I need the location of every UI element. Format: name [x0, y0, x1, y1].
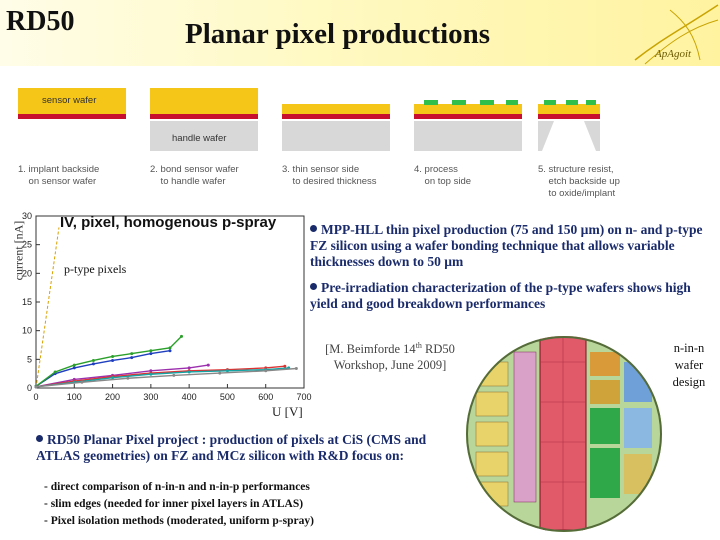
- corner-logo-text: ApAgoit: [655, 48, 692, 60]
- series-point: [149, 352, 153, 356]
- series-point: [34, 385, 38, 389]
- bullet-text: RD50 Planar Pixel project : production o…: [36, 432, 427, 463]
- y-tick-label: 30: [22, 211, 32, 221]
- y-tick-label: 5: [27, 354, 32, 364]
- rd50-logo: RD50: [6, 6, 75, 37]
- bullet-dot-icon: [310, 283, 317, 290]
- chart-annotation: p-type pixels: [64, 262, 127, 276]
- y-tick-label: 15: [22, 297, 32, 307]
- chart-x-axis-label: U [V]: [272, 404, 303, 419]
- series-point: [72, 363, 76, 367]
- x-tick-label: 700: [296, 392, 311, 402]
- series-point: [130, 356, 134, 360]
- series-point: [218, 371, 222, 375]
- step-1-caption: 1. implant backside on sensor wafer: [18, 164, 100, 187]
- series-line-2: [35, 364, 209, 388]
- series-point: [172, 373, 176, 377]
- sub-item-comparison: - direct comparison of n-in-n and n-in-p…: [44, 481, 310, 493]
- chart-plot-area: [35, 215, 305, 389]
- y-tick-label: 25: [22, 240, 32, 250]
- corner-logo-icon: [634, 4, 719, 65]
- step-4-diagram: [414, 100, 522, 151]
- sub-item-slim-edges: - slim edges (needed for inner pixel lay…: [44, 498, 304, 510]
- series-point: [187, 366, 191, 370]
- series-point: [283, 364, 287, 368]
- slide-title: Planar pixel productions: [185, 18, 491, 50]
- step-5-diagram: [538, 100, 600, 151]
- step-1-diagram: [18, 88, 126, 119]
- citation-sup: th: [415, 341, 422, 350]
- series-line-0: [35, 350, 171, 387]
- iv-chart: 0 100 200 300 400 500 600 700 0 5 10 15 20 25 30: [22, 211, 312, 402]
- step-5-caption: 5. structure resist, etch backside up to…: [538, 164, 620, 199]
- step-3-caption: 3. thin sensor side to desired thickness: [282, 164, 377, 187]
- sub-item-isolation: - Pixel isolation methods (moderated, un…: [44, 515, 314, 527]
- series-point: [91, 358, 95, 362]
- header-band: [0, 0, 720, 66]
- citation: [M. Beimforde 14th RD50 Workshop, June 2…: [314, 338, 466, 373]
- series-point: [111, 376, 115, 380]
- series-point: [168, 349, 172, 353]
- y-tick-label: 0: [27, 383, 32, 393]
- series-point: [72, 366, 76, 370]
- series-point: [111, 354, 115, 358]
- series-point: [168, 346, 172, 350]
- series-point: [91, 362, 95, 366]
- bullet-text: MPP-HLL thin pixel production (75 and 15…: [310, 222, 703, 269]
- layer-label-handle-wafer: handle wafer: [172, 133, 227, 144]
- series-point: [80, 380, 84, 384]
- citation-line2: Workshop, June 2009]: [333, 358, 447, 373]
- series-point: [206, 363, 210, 367]
- series-point: [187, 370, 191, 374]
- y-tick-label: 10: [22, 326, 32, 336]
- x-tick-label: 200: [105, 392, 120, 402]
- series-point: [149, 349, 153, 353]
- series-point: [149, 372, 153, 376]
- bullet-text: Pre-irradiation characterization of the …: [310, 280, 691, 311]
- step-2-diagram: [150, 88, 258, 151]
- bullet-rd50-project: RD50 Planar Pixel project : production o…: [36, 432, 436, 464]
- x-tick-label: 500: [220, 392, 235, 402]
- process-steps-figure: [18, 88, 600, 151]
- bullet-preirradiation: Pre-irradiation characterization of the …: [310, 280, 706, 312]
- series-point: [53, 370, 57, 374]
- step-4-caption: 4. process on top side: [414, 164, 472, 187]
- step-2-caption: 2. bond sensor wafer to handle wafer: [150, 164, 239, 187]
- y-tick-label: 20: [22, 268, 32, 278]
- bullet-mpp-hll: MPP-HLL thin pixel production (75 and 15…: [310, 222, 706, 270]
- series-point: [126, 376, 130, 380]
- series-point: [225, 369, 229, 373]
- series-point: [264, 369, 268, 373]
- series-point: [149, 369, 153, 373]
- x-tick-label: 0: [33, 392, 38, 402]
- guide-line: [35, 227, 60, 389]
- step-3-diagram: [282, 104, 390, 151]
- series-line-3: [35, 365, 285, 388]
- x-tick-label: 600: [258, 392, 273, 402]
- bullet-dot-icon: [310, 225, 317, 232]
- x-tick-label: 100: [67, 392, 82, 402]
- x-tick-label: 300: [143, 392, 158, 402]
- series-point: [179, 334, 183, 338]
- chart-title: IV, pixel, homogenous p-spray: [60, 214, 277, 231]
- series-point: [111, 358, 115, 362]
- x-tick-label: 400: [182, 392, 197, 402]
- series-point: [294, 367, 298, 371]
- chart-y-axis-label: current [nA]: [11, 220, 26, 281]
- citation-line1b: RD50: [421, 342, 455, 357]
- wafer-design-label: n-in-n wafer design: [672, 341, 706, 389]
- series-point: [130, 352, 134, 356]
- layer-label-sensor-wafer: sensor wafer: [42, 95, 97, 106]
- wafer-design-image: [466, 336, 662, 532]
- citation-line1a: [M. Beimforde 14: [325, 342, 416, 357]
- bullet-dot-icon: [36, 435, 43, 442]
